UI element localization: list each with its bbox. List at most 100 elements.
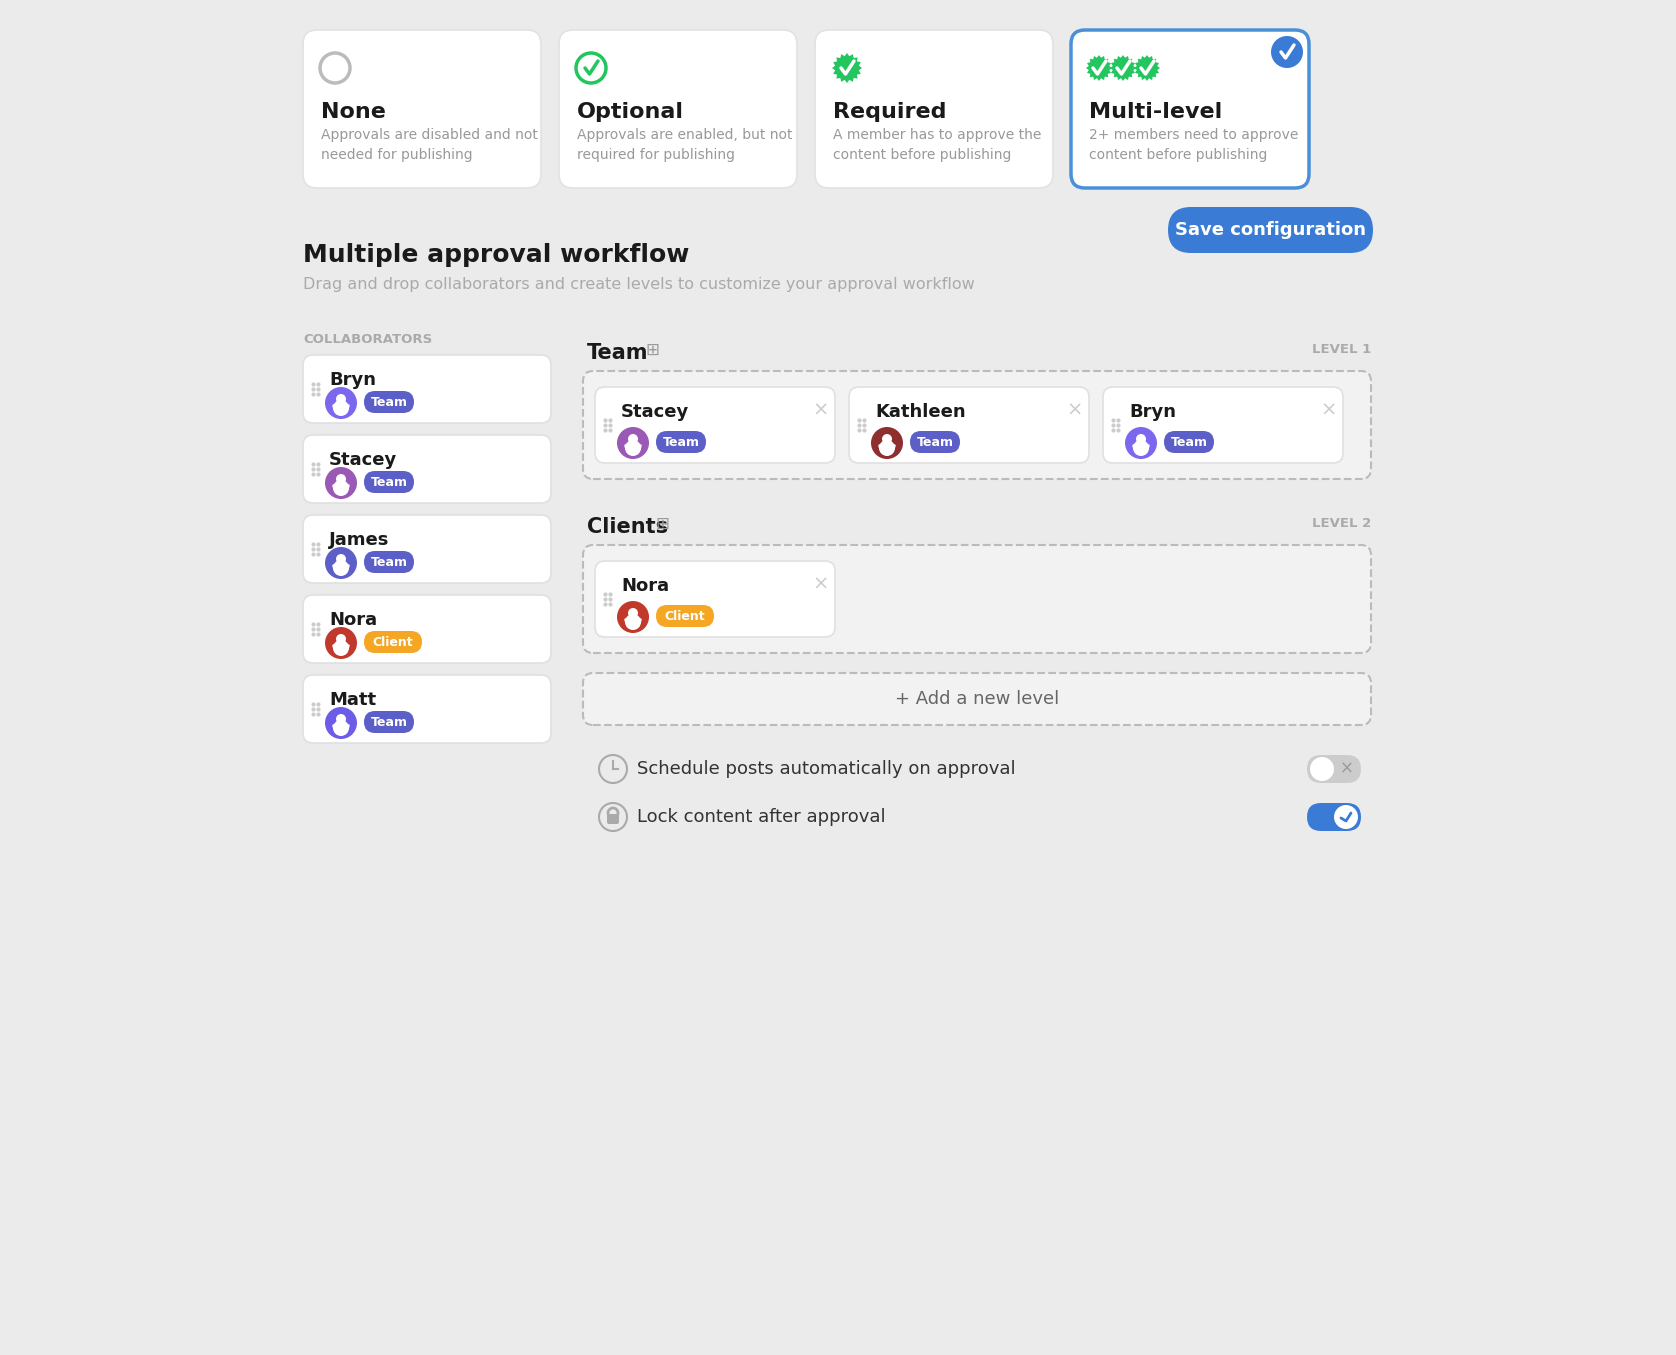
- FancyBboxPatch shape: [1103, 388, 1342, 463]
- FancyBboxPatch shape: [850, 388, 1089, 463]
- Circle shape: [334, 640, 349, 656]
- Circle shape: [335, 474, 345, 484]
- Text: ×: ×: [1341, 760, 1354, 778]
- FancyBboxPatch shape: [364, 631, 422, 653]
- Text: Optional: Optional: [577, 102, 684, 122]
- FancyBboxPatch shape: [364, 472, 414, 493]
- FancyBboxPatch shape: [910, 431, 960, 453]
- Wedge shape: [334, 485, 349, 493]
- Text: ⊞: ⊞: [645, 341, 659, 359]
- FancyBboxPatch shape: [1307, 755, 1361, 783]
- Text: Team: Team: [587, 343, 649, 363]
- Wedge shape: [334, 725, 349, 733]
- FancyBboxPatch shape: [583, 371, 1371, 480]
- Text: Approvals are enabled, but not
required for publishing: Approvals are enabled, but not required …: [577, 127, 793, 163]
- Circle shape: [617, 602, 649, 633]
- Circle shape: [878, 440, 895, 457]
- Text: Nora: Nora: [622, 577, 669, 595]
- Text: None: None: [322, 102, 385, 122]
- Text: Multiple approval workflow: Multiple approval workflow: [303, 243, 689, 267]
- Text: Stacey: Stacey: [622, 402, 689, 421]
- Text: + Add a new level: + Add a new level: [895, 690, 1059, 709]
- Text: Client: Client: [372, 635, 414, 649]
- Circle shape: [628, 608, 639, 618]
- FancyBboxPatch shape: [1168, 207, 1373, 253]
- Text: Approvals are disabled and not
needed for publishing: Approvals are disabled and not needed fo…: [322, 127, 538, 163]
- FancyBboxPatch shape: [583, 673, 1371, 725]
- Text: Client: Client: [665, 610, 706, 622]
- Polygon shape: [1086, 56, 1111, 81]
- Circle shape: [1133, 440, 1150, 457]
- Circle shape: [1270, 37, 1302, 68]
- Wedge shape: [334, 645, 349, 653]
- Circle shape: [325, 547, 357, 579]
- Circle shape: [325, 627, 357, 659]
- FancyBboxPatch shape: [595, 561, 835, 637]
- FancyBboxPatch shape: [655, 431, 706, 453]
- FancyBboxPatch shape: [364, 551, 414, 573]
- Text: Multi-level: Multi-level: [1089, 102, 1222, 122]
- FancyBboxPatch shape: [364, 711, 414, 733]
- Text: ×: ×: [813, 575, 830, 593]
- Text: A member has to approve the
content before publishing: A member has to approve the content befo…: [833, 127, 1041, 163]
- FancyBboxPatch shape: [303, 355, 551, 423]
- Wedge shape: [334, 405, 349, 413]
- Text: Team: Team: [370, 476, 407, 489]
- Text: Team: Team: [370, 715, 407, 729]
- Text: James: James: [328, 531, 389, 549]
- FancyBboxPatch shape: [560, 30, 798, 188]
- Circle shape: [334, 400, 349, 416]
- Text: LEVEL 2: LEVEL 2: [1312, 518, 1371, 530]
- Wedge shape: [625, 619, 640, 627]
- Circle shape: [325, 467, 357, 499]
- Text: 2+ members need to approve
content before publishing: 2+ members need to approve content befor…: [1089, 127, 1299, 163]
- Text: Stacey: Stacey: [328, 451, 397, 469]
- Text: Drag and drop collaborators and create levels to customize your approval workflo: Drag and drop collaborators and create l…: [303, 276, 975, 291]
- Circle shape: [1136, 434, 1146, 444]
- FancyBboxPatch shape: [303, 30, 541, 188]
- FancyBboxPatch shape: [595, 388, 835, 463]
- Circle shape: [625, 440, 640, 457]
- Text: Team: Team: [917, 435, 954, 449]
- FancyBboxPatch shape: [364, 392, 414, 413]
- Circle shape: [1125, 427, 1156, 459]
- Circle shape: [325, 707, 357, 738]
- Circle shape: [872, 427, 903, 459]
- Circle shape: [335, 634, 345, 644]
- Text: Matt: Matt: [328, 691, 375, 709]
- Circle shape: [882, 434, 892, 444]
- FancyBboxPatch shape: [303, 515, 551, 583]
- Polygon shape: [831, 53, 861, 83]
- Circle shape: [625, 614, 640, 630]
- FancyBboxPatch shape: [655, 604, 714, 627]
- Circle shape: [335, 394, 345, 404]
- FancyBboxPatch shape: [303, 675, 551, 743]
- FancyBboxPatch shape: [1165, 431, 1213, 453]
- Circle shape: [334, 560, 349, 576]
- Text: Required: Required: [833, 102, 947, 122]
- Text: ⊞: ⊞: [655, 515, 669, 533]
- Text: ×: ×: [813, 401, 830, 420]
- Circle shape: [628, 434, 639, 444]
- Polygon shape: [1110, 56, 1136, 81]
- Wedge shape: [334, 565, 349, 573]
- FancyBboxPatch shape: [303, 435, 551, 503]
- Wedge shape: [625, 444, 640, 453]
- Text: Kathleen: Kathleen: [875, 402, 965, 421]
- Circle shape: [335, 554, 345, 564]
- Text: ×: ×: [1321, 401, 1337, 420]
- Text: COLLABORATORS: COLLABORATORS: [303, 333, 432, 346]
- Text: Bryn: Bryn: [328, 371, 375, 389]
- Circle shape: [334, 480, 349, 496]
- Text: Bryn: Bryn: [1130, 402, 1177, 421]
- Circle shape: [325, 388, 357, 419]
- Text: Schedule posts automatically on approval: Schedule posts automatically on approval: [637, 760, 1016, 778]
- Text: Team: Team: [370, 556, 407, 569]
- Polygon shape: [1135, 56, 1160, 81]
- FancyBboxPatch shape: [583, 545, 1371, 653]
- FancyBboxPatch shape: [1307, 804, 1361, 831]
- FancyBboxPatch shape: [303, 595, 551, 663]
- Circle shape: [334, 720, 349, 736]
- Text: Team: Team: [370, 396, 407, 408]
- FancyBboxPatch shape: [815, 30, 1053, 188]
